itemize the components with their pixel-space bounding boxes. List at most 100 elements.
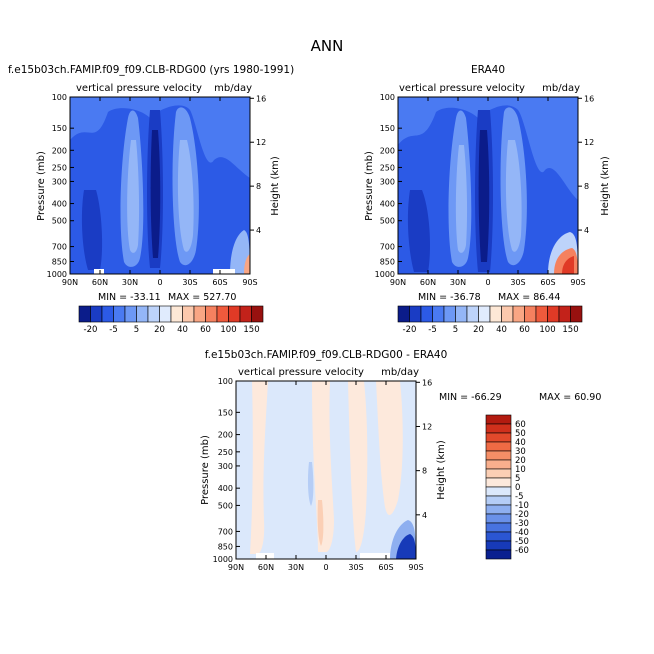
colorbar-swatch [547, 305, 560, 323]
panel-era40-ylabel-right: Height (km) [600, 156, 611, 216]
x-tick-label: 30N [288, 563, 304, 572]
field-antarctic-warm-core [562, 256, 574, 274]
field-upper-lighter [398, 97, 578, 200]
colorbar-label: 50 [515, 429, 526, 439]
field-positive-band-polar [376, 381, 403, 515]
y-tick-label: 100 [380, 93, 395, 102]
colorbar-swatch [485, 423, 512, 434]
y-tick-label: 150 [52, 124, 67, 133]
x-tick-label: 90S [570, 278, 585, 287]
y-tick-label: 400 [52, 200, 67, 209]
x-tick-label: 60S [212, 278, 227, 287]
colorbar-swatch [485, 540, 512, 551]
panel-difference-subtitle: vertical pressure velocity [238, 367, 364, 378]
panel-difference-field [236, 381, 416, 559]
y-tick-label: 300 [218, 462, 233, 471]
x-tick-label: 30S [182, 278, 197, 287]
y-tick-label: 200 [218, 431, 233, 440]
field-antarctic-negative-core [396, 534, 416, 559]
colorbar-label: 60 [515, 420, 526, 430]
panel-era40-subtitle: vertical pressure velocity [399, 83, 525, 94]
colorbar-swatch [409, 305, 422, 323]
panel-model-units: mb/day [214, 83, 252, 94]
colorbar-swatch [485, 450, 512, 461]
y-right-tick-label: 16 [422, 378, 432, 387]
colorbar-swatch [570, 305, 583, 323]
y-right-tick-label: 12 [422, 422, 432, 431]
y-tick-label: 850 [52, 258, 67, 267]
colorbar-swatch [558, 305, 571, 323]
field-positive-band-eq [312, 381, 334, 552]
y-tick-label: 200 [380, 146, 395, 155]
colorbar-label: 10 [515, 465, 526, 475]
panel-era40-axes: 100 150 200 250 300 400 500 700 850 1000 16 12 8 4 90N… [375, 93, 595, 287]
colorbar-label: 20 [154, 325, 165, 335]
colorbar-swatch [397, 305, 410, 323]
colorbar-swatch [170, 305, 183, 323]
panel-difference-axes: 100 150 200 250 300 400 500 700 850 1000 16 12 8 4 90N… [213, 377, 433, 572]
y-tick-label: 300 [380, 177, 395, 186]
colorbar-swatch [535, 305, 548, 323]
colorbar-swatch [78, 305, 91, 323]
field-antarctic-light [230, 230, 250, 274]
figure-title: ANN [311, 37, 344, 55]
colorbar-swatch [485, 432, 512, 443]
panel-era40-colorbar: -20 -5 5 20 40 60 100 150 [397, 305, 583, 335]
panel-difference-ylabel: Pressure (mb) [200, 435, 211, 505]
colorbar-swatch [228, 305, 241, 323]
panel-difference-min-label: MIN = -66.29 [439, 392, 502, 403]
colorbar-label: 0 [515, 483, 520, 493]
y-right-tick-label: 16 [256, 94, 266, 103]
y-tick-label: 1000 [47, 270, 67, 279]
field-sh-ascent-core [177, 140, 194, 252]
colorbar-label: -30 [515, 519, 529, 529]
x-tick-label: 90N [62, 278, 78, 287]
colorbar-label: 150 [562, 325, 578, 335]
field-positive-eq-core [317, 500, 324, 546]
colorbar-swatch [485, 504, 512, 515]
colorbar-label: -50 [515, 537, 529, 547]
colorbar-swatch [466, 305, 479, 323]
colorbar-swatch [485, 441, 512, 452]
panel-era40-min-label: MIN = -36.78 [418, 292, 481, 303]
y-tick-label: 850 [218, 542, 233, 551]
x-tick-label: 90N [390, 278, 406, 287]
x-tick-label: 30S [348, 563, 363, 572]
colorbar-label: 100 [539, 325, 555, 335]
colorbar-label: 5 [134, 325, 139, 335]
y-tick-label: 100 [218, 377, 233, 386]
x-tick-label: 60N [258, 563, 274, 572]
colorbar-swatch [524, 305, 537, 323]
y-right-tick-label: 8 [256, 182, 261, 191]
y-tick-label: 1000 [375, 270, 395, 279]
colorbar-swatch [90, 305, 103, 323]
field-positive-band-sh [348, 381, 368, 552]
y-right-tick-label: 16 [584, 94, 594, 103]
y-right-tick-label: 8 [584, 182, 589, 191]
colorbar-swatch [420, 305, 433, 323]
panel-difference-ylabel-right: Height (km) [436, 440, 447, 500]
colorbar-swatch [182, 305, 195, 323]
panel-era40-title: ERA40 [471, 64, 505, 76]
panel-model: f.e15b03ch.FAMIP.f09_f09.CLB-RDG00 (yrs … [8, 64, 294, 335]
field-nh-ascent-core [127, 140, 140, 253]
field-antarctic-warm [244, 254, 250, 274]
y-tick-label: 300 [52, 177, 67, 186]
colorbar-label: 60 [200, 325, 211, 335]
panel-model-subtitle: vertical pressure velocity [76, 83, 202, 94]
colorbar-label: 30 [515, 447, 526, 457]
field-upper-lighter [70, 97, 250, 178]
colorbar-swatch [455, 305, 468, 323]
y-tick-label: 250 [218, 448, 233, 457]
panel-difference-title: f.e15b03ch.FAMIP.f09_f09.CLB-RDG00 - ERA… [205, 349, 448, 361]
y-tick-label: 150 [380, 124, 395, 133]
x-tick-label: 90N [228, 563, 244, 572]
colorbar-label: 20 [515, 456, 526, 466]
colorbar-swatch [485, 468, 512, 479]
colorbar-label: 40 [177, 325, 188, 335]
colorbar-label: -5 [428, 325, 436, 335]
colorbar-label: 100 [220, 325, 236, 335]
panel-era40-ylabel: Pressure (mb) [364, 151, 375, 221]
colorbar-swatch [136, 305, 149, 323]
